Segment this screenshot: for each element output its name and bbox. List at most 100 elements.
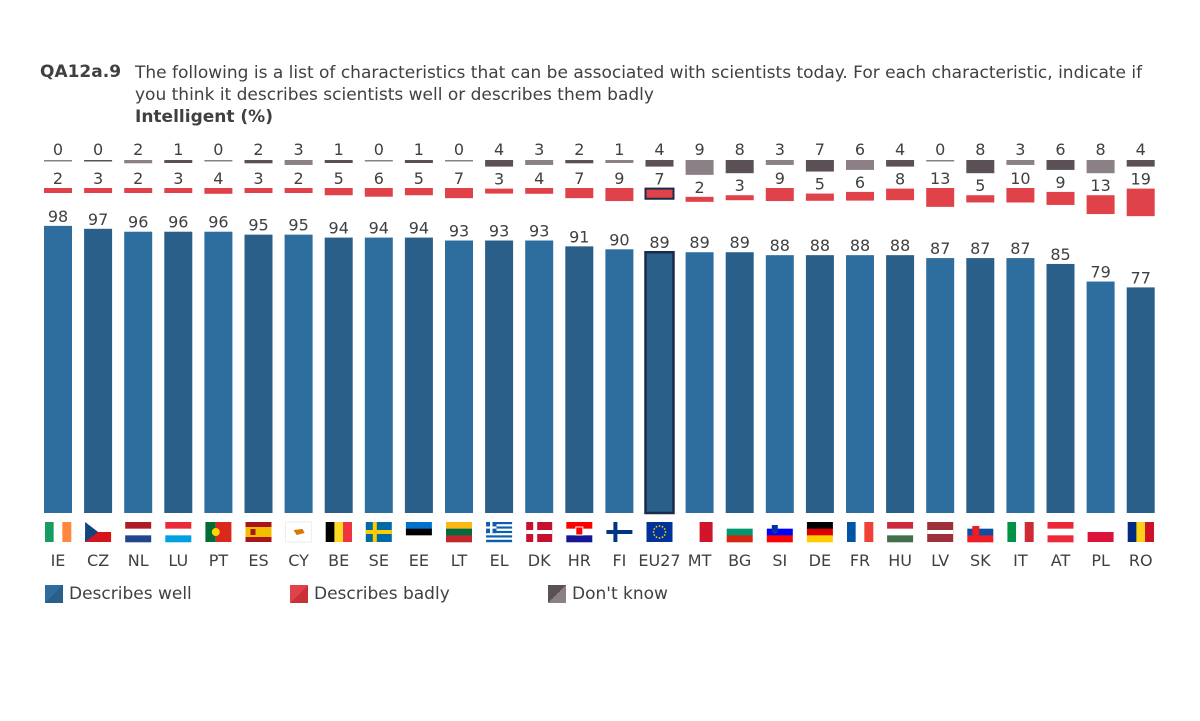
category-label-es: ES	[248, 551, 268, 570]
label-dont-know-es: 2	[253, 140, 263, 159]
bar-dont-know-it	[1006, 160, 1035, 165]
flag-eu27-icon	[646, 522, 673, 542]
bar-dont-know-pl	[1086, 160, 1115, 174]
bar-dont-know-at	[1046, 160, 1075, 170]
bar-well-it	[1006, 258, 1035, 513]
flag-ee-icon	[405, 522, 432, 543]
bar-dont-know-si	[765, 160, 794, 165]
flag-fr-icon	[847, 522, 874, 542]
bar-dont-know-es	[244, 160, 273, 164]
label-badly-el: 3	[494, 170, 504, 189]
bar-badly-fi	[605, 188, 634, 202]
bar-dont-know-cz	[84, 160, 113, 162]
label-badly-dk: 4	[534, 169, 544, 188]
label-badly-cy: 2	[294, 169, 304, 188]
label-well-el: 93	[489, 222, 509, 241]
bar-well-bg	[725, 252, 754, 514]
label-badly-it: 10	[1010, 169, 1030, 188]
label-well-pl: 79	[1090, 263, 1110, 282]
bar-badly-fr	[846, 191, 874, 201]
flag-pl-icon	[1087, 522, 1114, 542]
label-well-fi: 90	[609, 230, 629, 249]
bar-well-ro	[1126, 287, 1155, 513]
label-dont-know-it: 3	[1015, 140, 1025, 159]
label-dont-know-fr: 6	[855, 140, 865, 159]
category-label-ie: IE	[51, 551, 66, 570]
bar-badly-es	[244, 188, 273, 193]
label-well-sk: 87	[970, 239, 990, 258]
category-label-hr: HR	[568, 551, 591, 570]
bar-dont-know-lv	[926, 160, 955, 162]
bar-badly-nl	[124, 188, 153, 193]
label-dont-know-dk: 3	[534, 140, 544, 159]
label-badly-lv: 13	[930, 169, 950, 188]
flag-ro-icon	[1127, 522, 1154, 542]
bar-dont-know-fi	[605, 160, 634, 163]
label-dont-know-se: 0	[374, 140, 384, 159]
label-badly-se: 6	[374, 169, 384, 188]
label-dont-know-ee: 1	[414, 140, 424, 159]
bar-badly-be	[324, 188, 353, 196]
label-dont-know-hu: 4	[895, 140, 905, 159]
bar-well-ie	[44, 225, 72, 514]
label-well-pt: 96	[208, 213, 228, 232]
label-badly-pt: 4	[213, 169, 223, 188]
bar-dont-know-be	[324, 160, 353, 163]
label-well-bg: 89	[730, 233, 750, 252]
label-badly-mt: 2	[695, 178, 705, 197]
legend-item-badly: Describes badly	[290, 583, 450, 605]
label-well-cy: 95	[288, 216, 308, 235]
label-badly-fi: 9	[614, 169, 624, 188]
bar-well-se	[364, 237, 393, 513]
flag-mt-icon	[686, 522, 713, 542]
flag-el-icon	[486, 522, 513, 543]
label-badly-lt: 7	[454, 169, 464, 188]
bar-badly-ro	[1126, 188, 1155, 217]
label-well-fr: 88	[850, 236, 870, 255]
label-well-lv: 87	[930, 239, 950, 258]
bar-badly-si	[765, 188, 794, 202]
label-well-it: 87	[1010, 239, 1030, 258]
category-label-dk: DK	[528, 551, 551, 570]
label-well-mt: 89	[689, 233, 709, 252]
bar-badly-de	[805, 193, 834, 201]
bar-badly-lt	[445, 188, 473, 199]
category-label-hu: HU	[888, 551, 912, 570]
category-label-de: DE	[809, 551, 831, 570]
flag-pt-icon	[205, 522, 232, 542]
bar-badly-hu	[886, 188, 915, 201]
bar-badly-pt	[204, 188, 233, 194]
flag-si-icon	[766, 522, 793, 543]
label-well-lu: 96	[168, 213, 188, 232]
bar-dont-know-bg	[725, 160, 754, 174]
bar-dont-know-dk	[525, 160, 554, 165]
bar-badly-at	[1046, 191, 1075, 205]
bar-badly-sk	[966, 195, 995, 203]
label-badly-hr: 7	[574, 169, 584, 188]
question-id: QA12a.9	[40, 62, 122, 82]
label-badly-de: 5	[815, 175, 825, 194]
bar-well-lu	[164, 231, 193, 513]
bar-dont-know-nl	[124, 160, 153, 164]
label-dont-know-be: 1	[334, 140, 344, 159]
bar-badly-cz	[84, 188, 113, 193]
category-label-ee: EE	[409, 551, 429, 570]
label-well-ee: 94	[409, 219, 429, 238]
label-dont-know-lt: 0	[454, 140, 464, 159]
label-dont-know-sk: 8	[975, 140, 985, 159]
label-dont-know-mt: 9	[695, 140, 705, 159]
label-badly-ee: 5	[414, 169, 424, 188]
flag-sk-icon	[967, 522, 994, 543]
label-dont-know-ro: 4	[1136, 140, 1146, 159]
category-label-pt: PT	[209, 551, 229, 570]
category-label-el: EL	[490, 551, 509, 570]
bar-well-el	[485, 240, 514, 513]
label-badly-nl: 2	[133, 169, 143, 188]
bar-dont-know-lu	[164, 160, 193, 163]
bar-dont-know-el	[485, 160, 514, 167]
label-badly-es: 3	[253, 169, 263, 188]
label-badly-lu: 3	[173, 169, 183, 188]
label-dont-know-bg: 8	[735, 140, 745, 159]
legend-swatch-dont-know	[548, 585, 566, 603]
